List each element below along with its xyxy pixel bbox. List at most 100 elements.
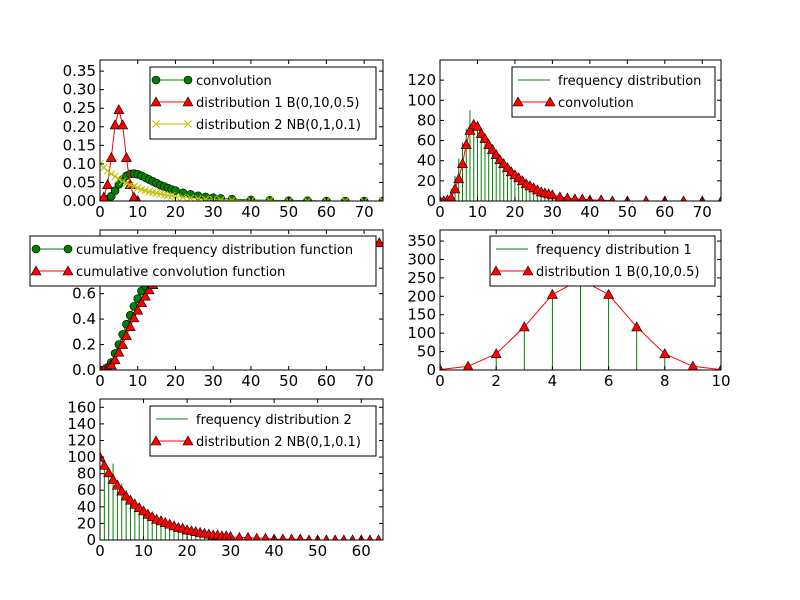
panel-4-xtick-label: 6 bbox=[604, 372, 614, 390]
panel-4-xtick-label: 8 bbox=[660, 372, 670, 390]
panel-4-legend: frequency distribution 1 distribution 1 B… bbox=[489, 235, 716, 287]
panel-5-xtick-label: 0 bbox=[95, 542, 105, 560]
panel-1-series-2-point bbox=[120, 151, 132, 162]
panel-4-ytick-label: 350 bbox=[407, 232, 436, 250]
panel-1-series-3-point bbox=[228, 196, 236, 201]
panel-4-series-2-point bbox=[440, 364, 444, 370]
panel-3-legend-marker bbox=[62, 265, 74, 276]
panel-4-legend-label: distribution 1 B(0,10,0.5) bbox=[536, 265, 699, 280]
panel-4-series-2-point bbox=[603, 288, 615, 299]
panel-3-series-2-point bbox=[143, 284, 155, 295]
panel-1-series-2-point bbox=[100, 191, 109, 201]
panel-4-legend-marker bbox=[522, 265, 534, 276]
panel-1-xtick-label: 60 bbox=[317, 203, 336, 221]
panel-3-xtick-label: 10 bbox=[128, 372, 147, 390]
panel-3-legend-marker bbox=[30, 265, 42, 276]
panel-1-series-3-point bbox=[122, 179, 131, 188]
panel-5-legend-label: frequency distribution 2 bbox=[196, 413, 352, 428]
panel-2-ytick-label: 0 bbox=[426, 192, 436, 210]
panel-2-series-2-point bbox=[570, 193, 580, 201]
panel-5-series-2-point bbox=[261, 532, 270, 540]
panel-3-xtick-label: 0 bbox=[95, 372, 105, 390]
panel-2-series-2-point bbox=[471, 120, 483, 131]
panel-4-ytick-label: 250 bbox=[407, 269, 436, 287]
panel-1: 0 10 20 30 40 50 60 700.000.050.100.150.200.250… bbox=[63, 59, 384, 221]
panel-1-series-1-point bbox=[178, 188, 188, 198]
panel-5-legend-box bbox=[149, 405, 377, 457]
panel-2-series-2-point bbox=[446, 192, 457, 201]
panel-1-series-2-point bbox=[113, 104, 125, 115]
panel-3-legend: cumulative frequency distribution functi… bbox=[29, 235, 377, 287]
panel-1-legend-marker bbox=[150, 96, 162, 107]
panel-4-ytick-label: 200 bbox=[407, 287, 436, 305]
panel-3-ytick-label: 0.2 bbox=[72, 336, 96, 354]
panel-5-xtick-label: 20 bbox=[178, 542, 197, 560]
panel-1-legend-marker bbox=[152, 120, 160, 128]
panel-5-series-2-point bbox=[111, 479, 123, 490]
panel-1-series-1-point bbox=[110, 186, 120, 195]
panel-2-series-2-point bbox=[562, 192, 573, 201]
panel-2-xtick-label: 40 bbox=[580, 203, 599, 221]
panel-1-series-3-point bbox=[111, 172, 119, 181]
panel-4-legend-marker bbox=[490, 265, 502, 276]
panel-1-series-1-point bbox=[186, 190, 195, 199]
panel-3-series-2-point bbox=[124, 321, 136, 332]
panel-4-series-2-point bbox=[462, 360, 474, 370]
panel-5-xtick-label: 10 bbox=[134, 542, 153, 560]
panel-4-legend-box bbox=[489, 235, 716, 287]
panel-3-xtick-label: 20 bbox=[166, 372, 185, 390]
panel-2-ytick-label: 80 bbox=[417, 111, 436, 129]
panel-2-series-2-point bbox=[453, 173, 465, 184]
panel-4-legend-label: frequency distribution 1 bbox=[536, 243, 692, 258]
panel-1-ytick-label: 0.35 bbox=[63, 62, 96, 80]
panel-2-legend-label: convolution bbox=[558, 96, 634, 111]
panel-5-series-2-point bbox=[234, 531, 244, 540]
panel-5-xtick-label: 60 bbox=[352, 542, 371, 560]
panel-5-legend-label: distribution 2 NB(0,1,0.1) bbox=[196, 435, 361, 450]
panel-2-ytick-label: 40 bbox=[417, 152, 436, 170]
panel-4-series-2-point bbox=[490, 348, 502, 359]
panel-5-ytick-label: 80 bbox=[77, 465, 96, 483]
panel-1-ytick-label: 0.25 bbox=[63, 99, 96, 117]
panel-2-ytick-label: 120 bbox=[407, 71, 436, 89]
panel-1-legend-marker bbox=[183, 75, 193, 85]
panel-5-ytick-label: 60 bbox=[77, 481, 96, 499]
panel-1-series-3-point bbox=[103, 167, 112, 175]
panel-1-ytick-label: 0.20 bbox=[63, 118, 96, 136]
panel-2-ytick-label: 20 bbox=[417, 172, 436, 190]
panel-2-series-2-point bbox=[578, 193, 587, 201]
panel-4-ytick-label: 100 bbox=[407, 324, 436, 342]
panel-3-ytick-label: 0.0 bbox=[72, 361, 96, 379]
panel-1-series-3-point bbox=[303, 197, 312, 201]
panel-1-legend: convolution distribution 1 B(0,10,0.5) dis… bbox=[149, 66, 377, 140]
panel-3-series-2-point bbox=[135, 296, 148, 307]
panel-5-series-2-point bbox=[116, 485, 128, 496]
panel-5-ytick-label: 20 bbox=[77, 514, 96, 532]
panel-5: 0 10 20 30 40 50 60020406080100120140160freque… bbox=[67, 398, 384, 560]
panel-5-ytick-label: 120 bbox=[67, 431, 96, 449]
panel-3-legend-marker bbox=[31, 244, 41, 254]
panel-2-series-2-point bbox=[456, 158, 468, 169]
panel-5-ytick-label: 0 bbox=[86, 531, 96, 549]
panel-1-xtick-label: 20 bbox=[166, 203, 185, 221]
panel-2-legend-box bbox=[511, 66, 716, 118]
panel-4-series-2-point bbox=[659, 348, 671, 359]
panel-2-ytick-label: 100 bbox=[407, 91, 436, 109]
panel-1-legend-marker bbox=[184, 120, 192, 128]
panel-2-plot-content bbox=[440, 110, 721, 201]
panel-1-series-3-point bbox=[379, 197, 383, 201]
panel-1-legend-marker bbox=[151, 75, 161, 85]
panel-5-series-2 bbox=[100, 451, 382, 540]
panel-3-ytick-label: 0.6 bbox=[72, 285, 96, 303]
panel-2-xtick-label: 30 bbox=[543, 203, 562, 221]
panel-1-series-2-point bbox=[102, 179, 114, 189]
panel-1-series-3-point bbox=[341, 197, 350, 201]
panel-4-ytick-label: 300 bbox=[407, 250, 436, 268]
panel-1-series-2-point bbox=[109, 119, 121, 130]
panel-2-legend: frequency distribution convolution bbox=[511, 66, 716, 118]
panel-2-legend-label: frequency distribution bbox=[558, 74, 701, 89]
panel-4-ytick-label: 0 bbox=[426, 361, 436, 379]
panel-1-xtick-label: 70 bbox=[355, 203, 374, 221]
